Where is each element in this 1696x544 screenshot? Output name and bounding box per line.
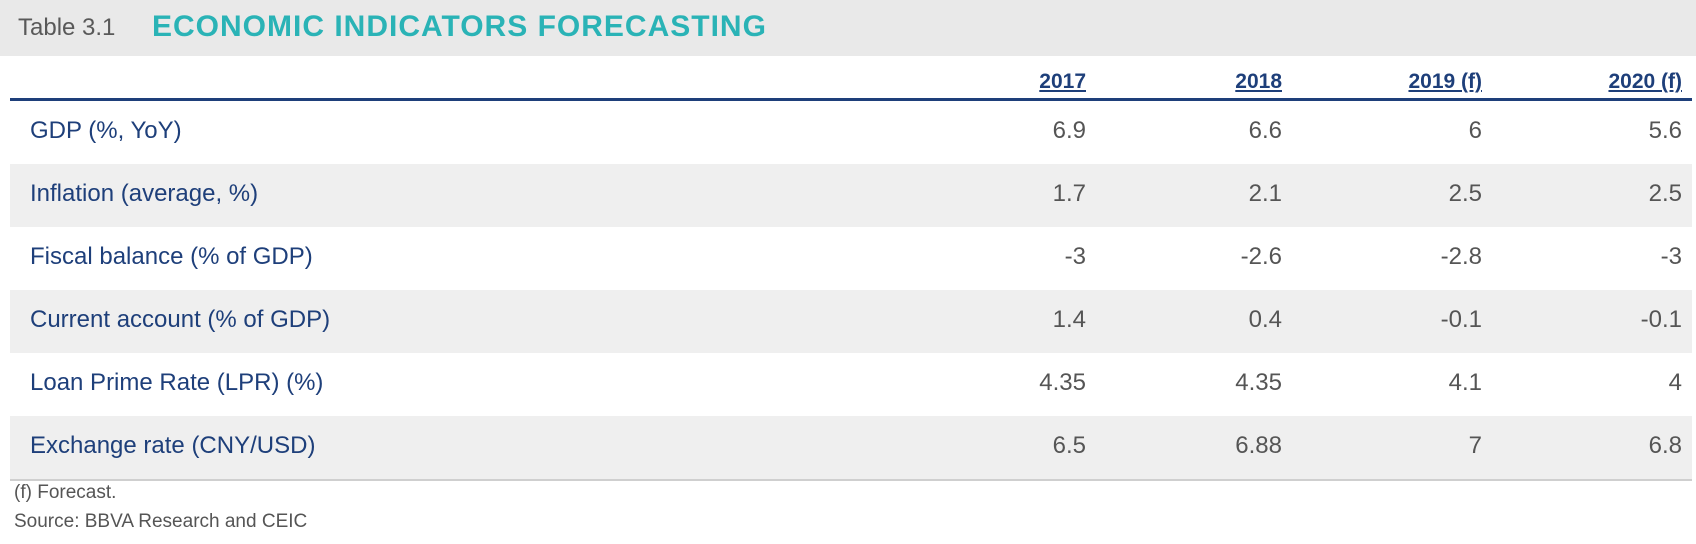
cell-value: 4.35 (1039, 369, 1086, 396)
row-label: Loan Prime Rate (LPR) (%) (30, 369, 324, 396)
cell-value: 1.4 (1052, 306, 1086, 333)
table-row-fiscal-balance: Fiscal balance (% of GDP) -3 -2.6 -2.8 -… (10, 227, 1692, 290)
table-number: Table 3.1 (18, 14, 116, 41)
table-row-exchange-rate: Exchange rate (CNY/USD) 6.5 6.88 7 6.8 (10, 416, 1692, 481)
cell-value: 6 (1468, 117, 1482, 144)
column-header-2019: 2019 (f) (1408, 70, 1482, 93)
cell-value: -3 (1660, 243, 1682, 270)
cell-value: -2.8 (1440, 243, 1482, 270)
row-label: GDP (%, YoY) (30, 117, 182, 144)
source-note: Source: BBVA Research and CEIC (14, 511, 308, 532)
cell-value: -3 (1064, 243, 1086, 270)
indicators-table: 2017 2018 2019 (f) 2020 (f) GDP (%, YoY)… (10, 64, 1692, 481)
cell-value: 6.5 (1052, 432, 1086, 459)
forecast-note: (f) Forecast. (14, 482, 117, 503)
table-row-gdp: GDP (%, YoY) 6.9 6.6 6 5.6 (10, 101, 1692, 164)
column-header-2020: 2020 (f) (1608, 70, 1682, 93)
row-label: Fiscal balance (% of GDP) (30, 243, 313, 270)
cell-value: 4.1 (1448, 369, 1482, 396)
cell-value: 6.6 (1248, 117, 1282, 144)
cell-value: 5.6 (1648, 117, 1682, 144)
cell-value: 1.7 (1052, 180, 1086, 207)
row-label: Inflation (average, %) (30, 180, 259, 207)
cell-value: 6.8 (1648, 432, 1682, 459)
cell-value: 2.1 (1248, 180, 1282, 207)
column-header-2018: 2018 (1235, 70, 1282, 93)
table-header-row: 2017 2018 2019 (f) 2020 (f) (10, 64, 1692, 101)
cell-value: 2.5 (1648, 180, 1682, 207)
table-row-current-account: Current account (% of GDP) 1.4 0.4 -0.1 … (10, 290, 1692, 353)
table-title-bar: Table 3.1 ECONOMIC INDICATORS FORECASTIN… (0, 0, 1696, 56)
row-label: Exchange rate (CNY/USD) (30, 432, 316, 459)
table-title: ECONOMIC INDICATORS FORECASTING (152, 10, 767, 43)
table-row-loan-prime-rate: Loan Prime Rate (LPR) (%) 4.35 4.35 4.1 … (10, 353, 1692, 416)
table-row-inflation: Inflation (average, %) 1.7 2.1 2.5 2.5 (10, 164, 1692, 227)
column-header-2017: 2017 (1039, 70, 1086, 93)
cell-value: 7 (1468, 432, 1482, 459)
cell-value: -0.1 (1640, 306, 1682, 333)
cell-value: 0.4 (1248, 306, 1282, 333)
cell-value: -0.1 (1440, 306, 1482, 333)
cell-value: 2.5 (1448, 180, 1482, 207)
table-footnotes: (f) Forecast. Source: BBVA Research and … (14, 478, 307, 536)
cell-value: 6.88 (1235, 432, 1282, 459)
cell-value: 4.35 (1235, 369, 1282, 396)
cell-value: -2.6 (1240, 243, 1282, 270)
cell-value: 6.9 (1052, 117, 1086, 144)
row-label: Current account (% of GDP) (30, 306, 331, 333)
cell-value: 4 (1668, 369, 1682, 396)
